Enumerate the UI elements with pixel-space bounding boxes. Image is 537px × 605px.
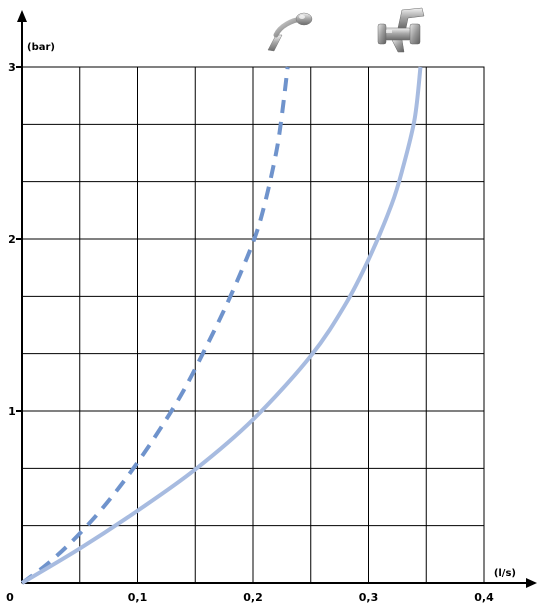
- series-line-solid: [20, 66, 423, 585]
- x-tick-label: 0,4: [474, 591, 494, 604]
- x-tick-label: 0,2: [243, 591, 263, 604]
- y-axis-label: (bar): [27, 42, 55, 53]
- bath-mixer-tap-icon: [377, 7, 425, 53]
- x-tick-label: 0,1: [128, 591, 148, 604]
- y-axis-arrow-icon: [17, 10, 27, 22]
- x-axis-arrow-icon: [526, 578, 537, 588]
- series-line-dashed: [20, 66, 290, 585]
- x-axis-label: (l/s): [494, 568, 516, 579]
- y-tick-label: 1: [8, 405, 16, 418]
- y-tick-label: 2: [8, 233, 16, 246]
- origin-label: 0: [6, 591, 14, 604]
- hand-shower-icon: [267, 12, 313, 52]
- x-tick-label: 0,3: [359, 591, 379, 604]
- grid: [22, 67, 484, 583]
- y-tick-label: 3: [8, 61, 16, 74]
